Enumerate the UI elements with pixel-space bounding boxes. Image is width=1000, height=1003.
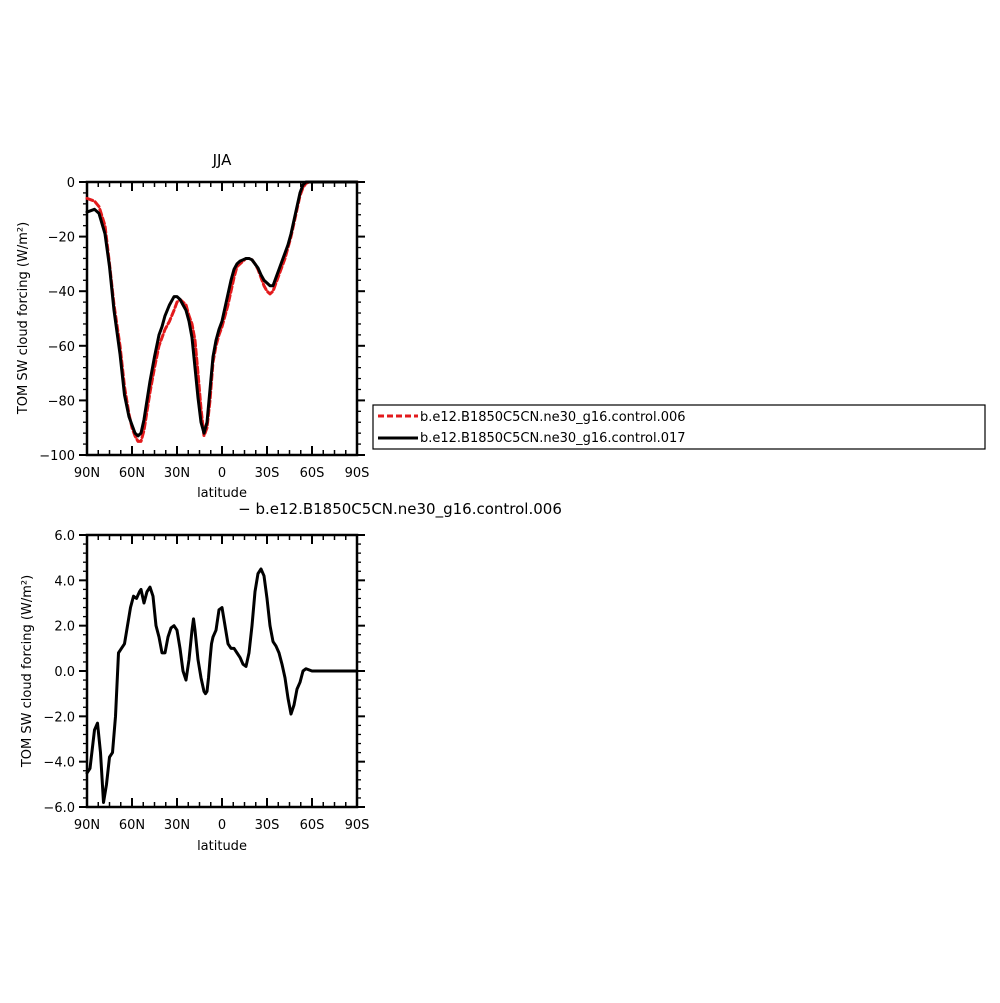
bottom-x-tick-label: 60N <box>119 818 145 833</box>
top-y-tick-labels: 0 −20 −40 −60 −80 −100 <box>39 176 75 464</box>
bottom-axis-ticks <box>79 534 365 808</box>
top-x-tick-label: 90S <box>345 466 370 481</box>
bottom-x-tick-label: 90N <box>74 818 100 833</box>
bottom-x-tick-label: 90S <box>345 818 370 833</box>
top-series-lines <box>85 180 359 443</box>
top-x-tick-labels: 90N 60N 30N 0 30S 60S 90S <box>74 466 370 481</box>
bottom-y-tick-label: 0.0 <box>54 665 75 680</box>
bottom-x-tick-label: 30N <box>164 818 190 833</box>
bottom-x-axis-label: latitude <box>197 839 247 854</box>
top-y-tick-label: −100 <box>39 449 75 464</box>
bottom-x-tick-label: 30S <box>255 818 280 833</box>
top-y-tick-label: −80 <box>48 394 75 409</box>
top-panel-title: JJA <box>212 151 233 169</box>
bottom-y-tick-label: 6.0 <box>54 529 75 544</box>
bottom-y-axis-label: TOM SW cloud forcing (W/m²) <box>20 575 35 768</box>
bottom-panel: − b.e12.B1850C5CN.ne30_g16.control.006 6… <box>20 500 562 854</box>
bottom-series-line-0 <box>85 567 359 804</box>
top-x-tick-label: 60S <box>300 466 325 481</box>
top-y-tick-label: −20 <box>48 231 75 246</box>
top-y-tick-label: 0 <box>67 176 75 191</box>
top-y-tick-label: −40 <box>48 285 75 300</box>
top-x-tick-label: 90N <box>74 466 100 481</box>
legend-box <box>372 404 986 450</box>
bottom-x-tick-labels: 90N 60N 30N 0 30S 60S 90S <box>74 818 370 833</box>
bottom-series-lines <box>85 567 359 804</box>
top-x-tick-label: 30N <box>164 466 190 481</box>
top-y-axis-label: TOM SW cloud forcing (W/m²) <box>16 222 31 415</box>
bottom-y-tick-label: 4.0 <box>54 574 75 589</box>
bottom-x-tick-label: 60S <box>300 818 325 833</box>
top-x-axis-label: latitude <box>197 486 247 501</box>
top-y-tick-label: −60 <box>48 340 75 355</box>
bottom-y-tick-label: −6.0 <box>43 801 75 816</box>
top-x-tick-label: 30S <box>255 466 280 481</box>
top-x-tick-label: 0 <box>218 466 226 481</box>
bottom-y-tick-label: −2.0 <box>43 710 75 725</box>
legend: b.e12.B1850C5CN.ne30_g16.control.006 b.e… <box>372 404 986 450</box>
bottom-y-tick-label: −4.0 <box>43 756 75 771</box>
top-panel: JJA 0−20−40−60−80−100 90N 60N 30N 0 30S 60S 90… <box>16 151 369 501</box>
top-x-tick-label: 60N <box>119 466 145 481</box>
bottom-x-tick-label: 0 <box>218 818 226 833</box>
bottom-y-tick-label: 2.0 <box>54 620 75 635</box>
bottom-panel-title: − b.e12.B1850C5CN.ne30_g16.control.006 <box>238 500 562 519</box>
top-series-line-1 <box>85 180 359 438</box>
bottom-y-tick-labels: 6.0 4.0 2.0 0.0 −2.0 −4.0 −6.0 <box>43 529 75 816</box>
legend-label-006: b.e12.B1850C5CN.ne30_g16.control.006 <box>420 410 686 425</box>
legend-label-017: b.e12.B1850C5CN.ne30_g16.control.017 <box>420 431 686 446</box>
